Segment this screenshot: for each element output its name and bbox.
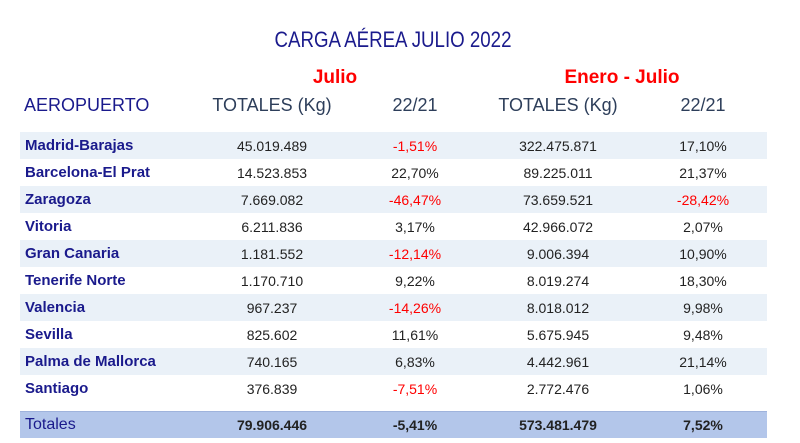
julio-variation: -1,51%	[392, 138, 438, 154]
airport-name: Valencia	[25, 299, 86, 316]
table-row: Vitoria 6.211.836 3,17% 42.966.072 2,07%	[20, 213, 767, 240]
table-row: Barcelona-El Prat 14.523.853 22,70% 89.225.…	[20, 159, 767, 186]
table-row: Madrid-Barajas 45.019.489 -1,51% 322.475.87…	[20, 132, 767, 159]
ytd-variation: 21,14%	[679, 354, 727, 370]
airport-name: Madrid-Barajas	[25, 137, 134, 154]
ytd-total: 73.659.521	[522, 192, 594, 208]
ytd-variation: 18,30%	[679, 273, 727, 289]
airport-name: Tenerife Norte	[25, 272, 126, 289]
ytd-total: 8.019.274	[526, 273, 590, 289]
cargo-table: Madrid-Barajas 45.019.489 -1,51% 322.475.87…	[20, 132, 767, 402]
ytd-total: 89.225.011	[523, 165, 593, 181]
julio-total: 45.019.489	[236, 138, 308, 154]
airport-name: Zaragoza	[25, 191, 91, 208]
julio-variation: 6,83%	[395, 354, 435, 370]
table-row: Tenerife Norte 1.170.710 9,22% 8.019.274 18,…	[20, 267, 767, 294]
period-julio: Julio	[312, 67, 358, 88]
julio-variation: 11,61%	[391, 327, 439, 343]
totals-ytd-var: 7,52%	[683, 417, 723, 433]
ytd-total: 9.006.394	[526, 246, 590, 262]
ytd-variation: 10,90%	[679, 246, 727, 262]
ytd-variation: 9,48%	[683, 327, 723, 343]
page-title: CARGA AÉREA JULIO 2022	[274, 27, 512, 52]
period-enero-julio: Enero - Julio	[564, 67, 680, 88]
julio-total: 1.181.552	[240, 246, 304, 262]
table-row: Gran Canaria 1.181.552 -12,14% 9.006.394 10,…	[20, 240, 767, 267]
header-var-ytd: 22/21	[680, 95, 726, 115]
julio-total: 740.165	[246, 354, 298, 370]
table-row: Sevilla 825.602 11,61% 5.675.945 9,48%	[20, 321, 767, 348]
totals-jul: 79.906.446	[236, 417, 308, 433]
julio-variation: 22,70%	[391, 165, 439, 181]
julio-variation: 9,22%	[395, 273, 435, 289]
totals-row: Totales 79.906.446 -5,41% 573.481.479 7,…	[20, 411, 767, 438]
table-row: Zaragoza 7.669.082 -46,47% 73.659.521 -28,42…	[20, 186, 767, 213]
ytd-total: 322.475.871	[519, 138, 597, 154]
table-row: Palma de Mallorca 740.165 6,83% 4.442.961 21…	[20, 348, 767, 375]
header-totals-ytd: TOTALES (Kg)	[498, 95, 618, 115]
julio-variation: -14,26%	[388, 300, 442, 316]
ytd-total: 42.966.072	[522, 219, 594, 235]
julio-total: 7.669.082	[240, 192, 304, 208]
julio-total: 376.839	[246, 381, 298, 397]
julio-total: 6.211.836	[241, 219, 303, 235]
julio-total: 1.170.710	[240, 273, 304, 289]
airport-name: Palma de Mallorca	[25, 353, 156, 370]
julio-total: 825.602	[246, 327, 298, 343]
table-row: Santiago 376.839 -7,51% 2.772.476 1,06%	[20, 375, 767, 402]
header-airport: AEROPUERTO	[24, 95, 150, 115]
totals-ytd: 573.481.479	[519, 417, 597, 433]
ytd-total: 8.018.012	[526, 300, 590, 316]
ytd-variation: 21,37%	[679, 165, 727, 181]
totals-label: Totales	[25, 416, 76, 433]
julio-variation: 3,17%	[395, 219, 435, 235]
header-totals-julio: TOTALES (Kg)	[212, 95, 332, 115]
ytd-variation: 2,07%	[683, 219, 723, 235]
totals-jul-var: -5,41%	[392, 417, 438, 433]
airport-name: Santiago	[25, 380, 89, 397]
airport-name: Barcelona-El Prat	[25, 164, 151, 181]
airport-name: Sevilla	[25, 326, 73, 343]
ytd-variation: -28,42%	[676, 192, 730, 208]
julio-total: 967.237	[246, 300, 298, 316]
ytd-variation: 1,06%	[683, 381, 723, 397]
julio-variation: -7,51%	[392, 381, 438, 397]
airport-name: Gran Canaria	[25, 245, 120, 262]
ytd-total: 4.442.961	[526, 354, 590, 370]
julio-variation: -12,14%	[388, 246, 442, 262]
ytd-total: 2.772.476	[526, 381, 590, 397]
header-var-julio: 22/21	[392, 95, 438, 115]
table-row: Valencia 967.237 -14,26% 8.018.012 9,98%	[20, 294, 767, 321]
ytd-variation: 9,98%	[683, 300, 723, 316]
julio-variation: -46,47%	[388, 192, 442, 208]
airport-name: Vitoria	[25, 218, 72, 235]
ytd-total: 5.675.945	[526, 327, 590, 343]
ytd-variation: 17,10%	[679, 138, 727, 154]
julio-total: 14.523.853	[236, 165, 308, 181]
